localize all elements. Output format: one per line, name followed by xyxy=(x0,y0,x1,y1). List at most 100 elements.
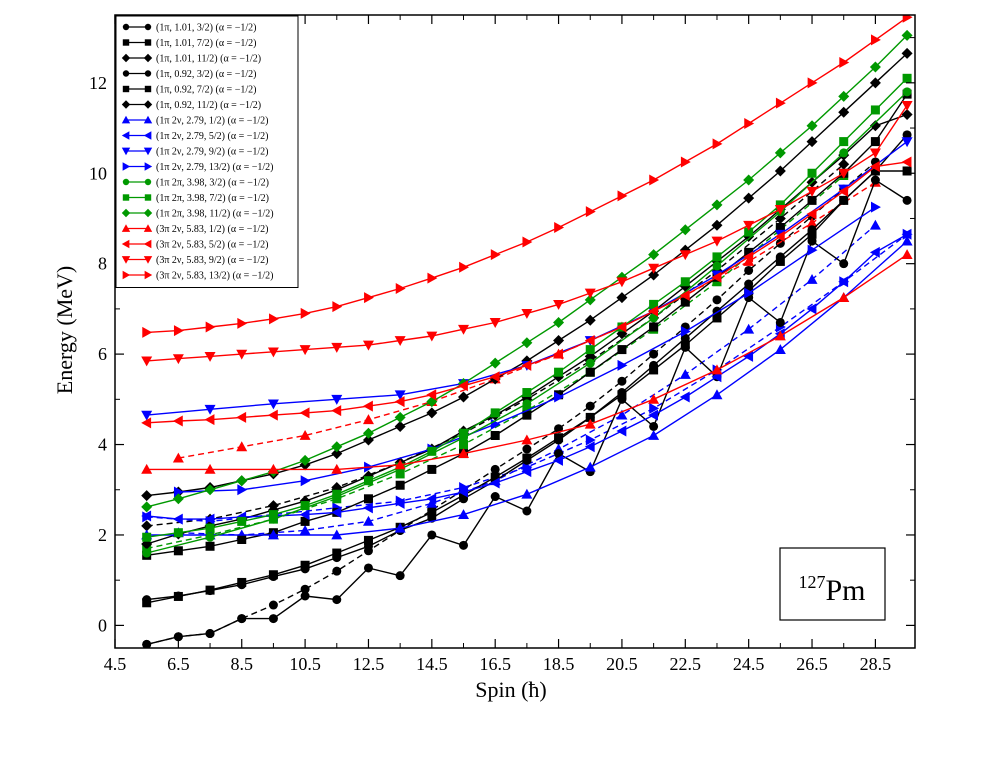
dashed-series-line-0 xyxy=(146,161,876,646)
legend-marker-left xyxy=(122,162,131,171)
legend-label: (1π 2ν, 2.79, 5/2) (α = −1/2) xyxy=(156,131,268,142)
legend-marker-left xyxy=(122,178,130,186)
annotation-mass-number: 127 xyxy=(798,572,825,592)
dashed-data-point-4-10 xyxy=(806,217,818,228)
dashed-data-point-1-11 xyxy=(838,158,850,170)
data-point-14-2 xyxy=(204,414,215,426)
data-point-0-24 xyxy=(902,130,912,140)
data-point-16-21 xyxy=(807,77,818,89)
data-point-13-2 xyxy=(267,463,279,474)
data-point-10-0 xyxy=(142,548,152,558)
data-point-14-7 xyxy=(362,400,373,412)
legend-label: (1π, 0.92, 7/2) (α = −1/2) xyxy=(156,85,256,96)
data-point-14-20 xyxy=(774,231,785,243)
legend-label: (1π 2ν, 2.79, 9/2) (α = −1/2) xyxy=(156,147,268,158)
data-point-8-1 xyxy=(204,404,216,415)
data-point-7-5 xyxy=(299,509,310,521)
data-point-13-10 xyxy=(774,330,786,341)
legend-marker-right xyxy=(143,224,153,232)
data-point-16-11 xyxy=(490,249,501,261)
data-point-11-7 xyxy=(363,476,373,486)
data-point-15-3 xyxy=(236,349,248,360)
legend-marker-left xyxy=(122,85,130,93)
data-point-14-18 xyxy=(711,271,722,283)
data-point-14-3 xyxy=(236,411,247,423)
data-point-6-10 xyxy=(774,344,786,354)
data-point-4-16 xyxy=(649,365,659,375)
data-point-2-24 xyxy=(901,47,913,59)
data-point-8-3 xyxy=(331,394,343,405)
dashed-data-point-1-0 xyxy=(141,520,153,532)
data-point-13-4 xyxy=(394,459,406,470)
data-point-13-7 xyxy=(584,418,596,429)
legend-label: (1π, 0.92, 11/2) (α = −1/2) xyxy=(156,100,261,111)
legend-marker-right xyxy=(143,100,153,109)
dashed-data-point-3-7 xyxy=(585,434,596,446)
data-point-1-9 xyxy=(427,464,437,474)
data-point-6-12 xyxy=(901,235,913,246)
legend-marker-left xyxy=(121,115,131,124)
data-point-14-22 xyxy=(838,185,849,197)
data-point-16-16 xyxy=(649,174,660,186)
data-point-12-6 xyxy=(331,441,343,453)
series-14 xyxy=(141,156,912,429)
legend-marker-right xyxy=(143,115,153,124)
data-point-16-5 xyxy=(300,307,311,319)
data-point-0-17 xyxy=(680,333,690,343)
y-tick-label: 0 xyxy=(98,615,107,635)
x-tick-label: 6.5 xyxy=(167,654,190,674)
data-point-15-8 xyxy=(394,336,406,347)
data-point-15-7 xyxy=(362,340,374,351)
data-point-3-1 xyxy=(173,632,183,642)
data-point-11-18 xyxy=(712,252,722,262)
data-point-13-0 xyxy=(141,463,153,474)
data-point-1-14 xyxy=(585,367,595,377)
data-point-16-13 xyxy=(554,222,565,234)
data-point-1-15 xyxy=(617,345,627,355)
data-point-16-9 xyxy=(427,272,438,284)
data-point-2-16 xyxy=(648,269,660,281)
data-point-10-8 xyxy=(649,313,659,323)
data-point-1-17 xyxy=(680,297,690,307)
dashed-data-point-0-11 xyxy=(490,464,500,474)
series-16 xyxy=(142,15,913,338)
legend-marker-right xyxy=(143,256,153,264)
data-point-16-4 xyxy=(269,313,279,325)
data-point-16-6 xyxy=(332,301,343,313)
data-point-12-0 xyxy=(141,501,153,513)
nucleus-annotation: 127Pm xyxy=(779,547,886,621)
legend-entry-1: (1π, 1.01, 7/2) (α = −1/2) xyxy=(122,38,256,49)
data-point-4-1 xyxy=(173,591,183,601)
x-tick-label: 8.5 xyxy=(230,654,253,674)
legend-marker-right xyxy=(144,23,152,31)
legend-label: (1π 2ν, 2.79, 1/2) (α = −1/2) xyxy=(156,116,268,127)
dashed-data-point-0-12 xyxy=(522,444,532,454)
data-point-12-2 xyxy=(204,484,216,496)
data-point-3-2 xyxy=(205,629,215,639)
y-axis-label: Energy (MeV) xyxy=(52,266,77,395)
data-point-4-12 xyxy=(522,453,532,463)
annotation-element: Pm xyxy=(825,574,865,607)
data-point-16-2 xyxy=(205,321,216,333)
dashed-data-point-2-8 xyxy=(679,368,691,379)
data-point-14-17 xyxy=(679,289,690,301)
data-point-11-9 xyxy=(427,446,437,456)
data-point-8-12 xyxy=(901,137,913,148)
data-point-15-0 xyxy=(141,356,153,367)
data-point-12-11 xyxy=(489,357,501,369)
data-point-3-20 xyxy=(775,317,785,327)
legend-label: (1π, 1.01, 7/2) (α = −1/2) xyxy=(156,38,256,49)
data-point-11-12 xyxy=(522,388,532,398)
data-point-4-23 xyxy=(870,166,880,176)
legend-marker-left xyxy=(122,270,131,280)
data-point-15-22 xyxy=(838,168,850,179)
data-point-14-5 xyxy=(299,407,310,419)
legend-entry-9: (1π 2ν, 2.79, 13/2) (α = −1/2) xyxy=(122,162,273,173)
data-point-15-1 xyxy=(172,354,184,365)
data-point-10-11 xyxy=(839,148,849,158)
data-point-12-22 xyxy=(838,90,850,102)
data-point-16-8 xyxy=(395,283,406,295)
data-point-11-22 xyxy=(839,137,849,147)
data-point-2-10 xyxy=(458,391,470,403)
x-tick-label: 22.5 xyxy=(670,654,702,674)
